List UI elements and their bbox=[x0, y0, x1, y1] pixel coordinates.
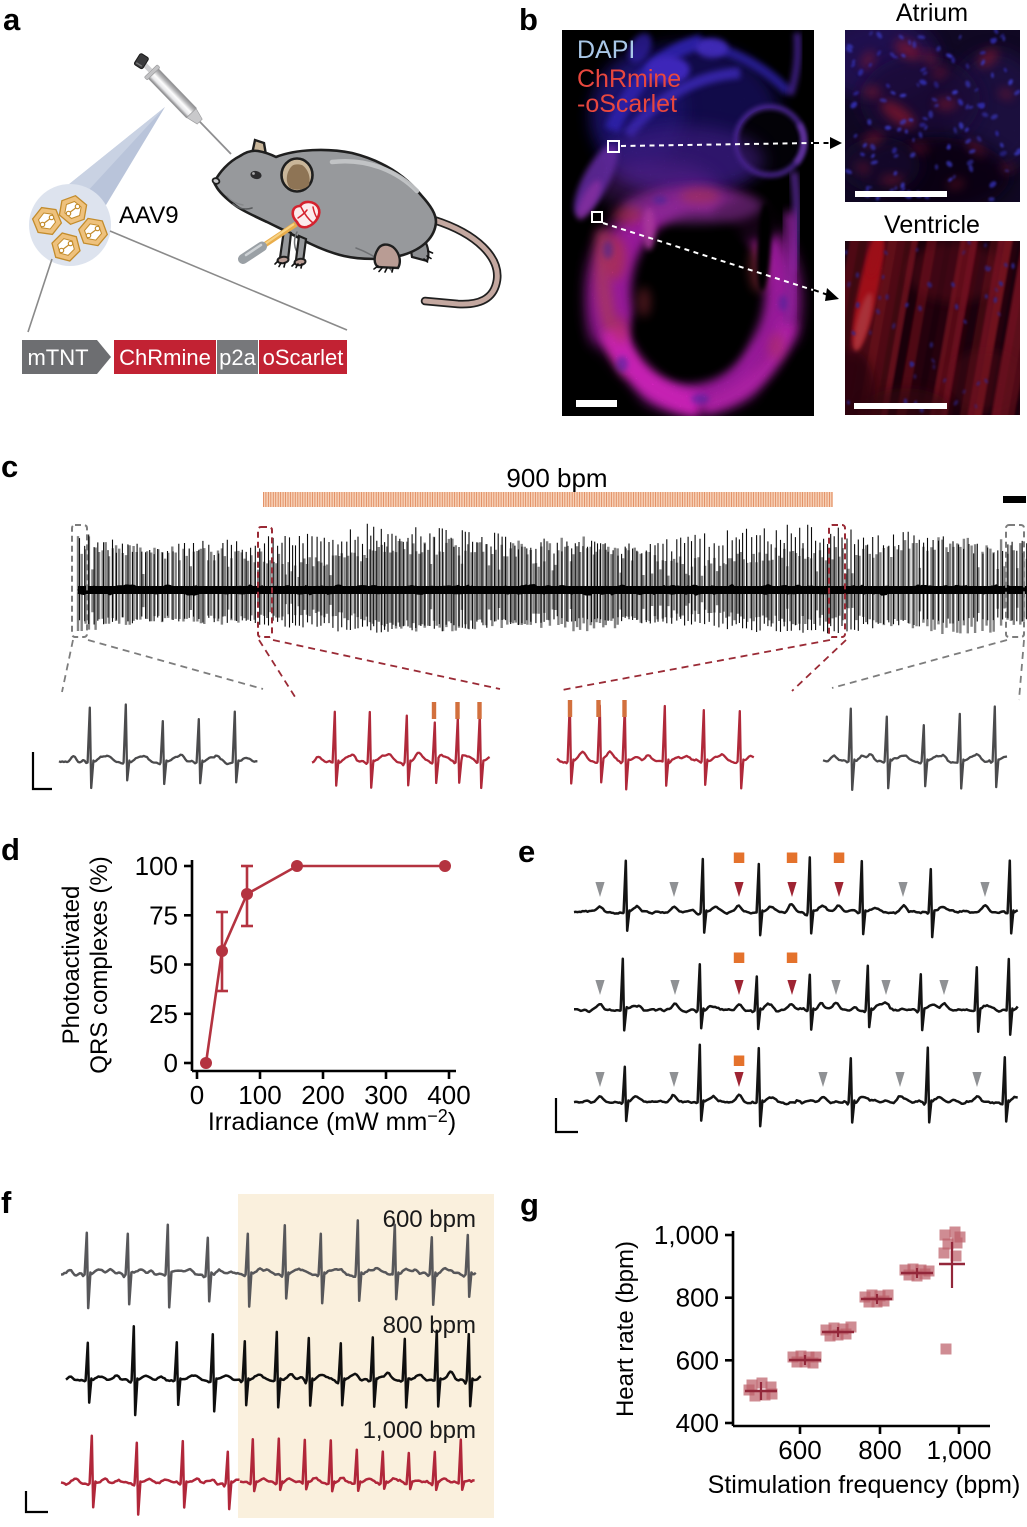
svg-text:50: 50 bbox=[149, 950, 178, 980]
svg-text:-oScarlet: -oScarlet bbox=[577, 90, 677, 118]
svg-text:Irradiance (mW mm−2): Irradiance (mW mm−2) bbox=[208, 1106, 456, 1136]
svg-text:AAV9: AAV9 bbox=[119, 202, 179, 229]
svg-text:g: g bbox=[520, 1187, 539, 1222]
svg-text:600 bpm: 600 bpm bbox=[383, 1206, 476, 1233]
svg-text:300: 300 bbox=[364, 1080, 407, 1110]
svg-text:100: 100 bbox=[135, 851, 178, 881]
svg-text:800: 800 bbox=[676, 1283, 719, 1313]
svg-text:Atrium: Atrium bbox=[896, 0, 968, 27]
svg-text:c: c bbox=[1, 449, 18, 484]
svg-text:oScarlet: oScarlet bbox=[263, 345, 344, 370]
svg-text:p2a: p2a bbox=[219, 345, 256, 370]
svg-text:0: 0 bbox=[190, 1080, 204, 1110]
svg-text:600: 600 bbox=[676, 1345, 719, 1375]
svg-text:QRS complexes (%): QRS complexes (%) bbox=[86, 856, 113, 1073]
svg-text:b: b bbox=[519, 2, 538, 37]
svg-text:1,000: 1,000 bbox=[654, 1220, 719, 1250]
svg-text:1,000 bpm: 1,000 bpm bbox=[363, 1417, 476, 1444]
svg-text:ChRmine: ChRmine bbox=[119, 345, 211, 370]
svg-text:Heart rate (bpm): Heart rate (bpm) bbox=[612, 1241, 639, 1417]
svg-text:f: f bbox=[1, 1185, 12, 1220]
svg-text:ChRmine: ChRmine bbox=[577, 65, 681, 93]
svg-text:e: e bbox=[518, 834, 535, 869]
svg-text:800 bpm: 800 bpm bbox=[383, 1312, 476, 1339]
svg-text:400: 400 bbox=[676, 1408, 719, 1438]
svg-text:900 bpm: 900 bpm bbox=[506, 463, 607, 493]
svg-text:d: d bbox=[1, 832, 20, 867]
svg-text:Photoactivated: Photoactivated bbox=[58, 886, 85, 1045]
svg-text:DAPI: DAPI bbox=[577, 36, 635, 64]
svg-text:0: 0 bbox=[164, 1048, 178, 1078]
svg-text:75: 75 bbox=[149, 900, 178, 930]
svg-text:200: 200 bbox=[301, 1080, 344, 1110]
svg-text:600: 600 bbox=[778, 1435, 821, 1465]
svg-text:Ventricle: Ventricle bbox=[884, 211, 980, 239]
svg-text:Stimulation frequency (bpm): Stimulation frequency (bpm) bbox=[708, 1471, 1021, 1499]
svg-text:400: 400 bbox=[427, 1080, 470, 1110]
svg-text:25: 25 bbox=[149, 999, 178, 1029]
svg-text:mTNT: mTNT bbox=[27, 345, 88, 370]
svg-text:a: a bbox=[3, 2, 21, 37]
svg-text:1,000: 1,000 bbox=[926, 1435, 991, 1465]
svg-text:800: 800 bbox=[858, 1435, 901, 1465]
svg-text:100: 100 bbox=[238, 1080, 281, 1110]
